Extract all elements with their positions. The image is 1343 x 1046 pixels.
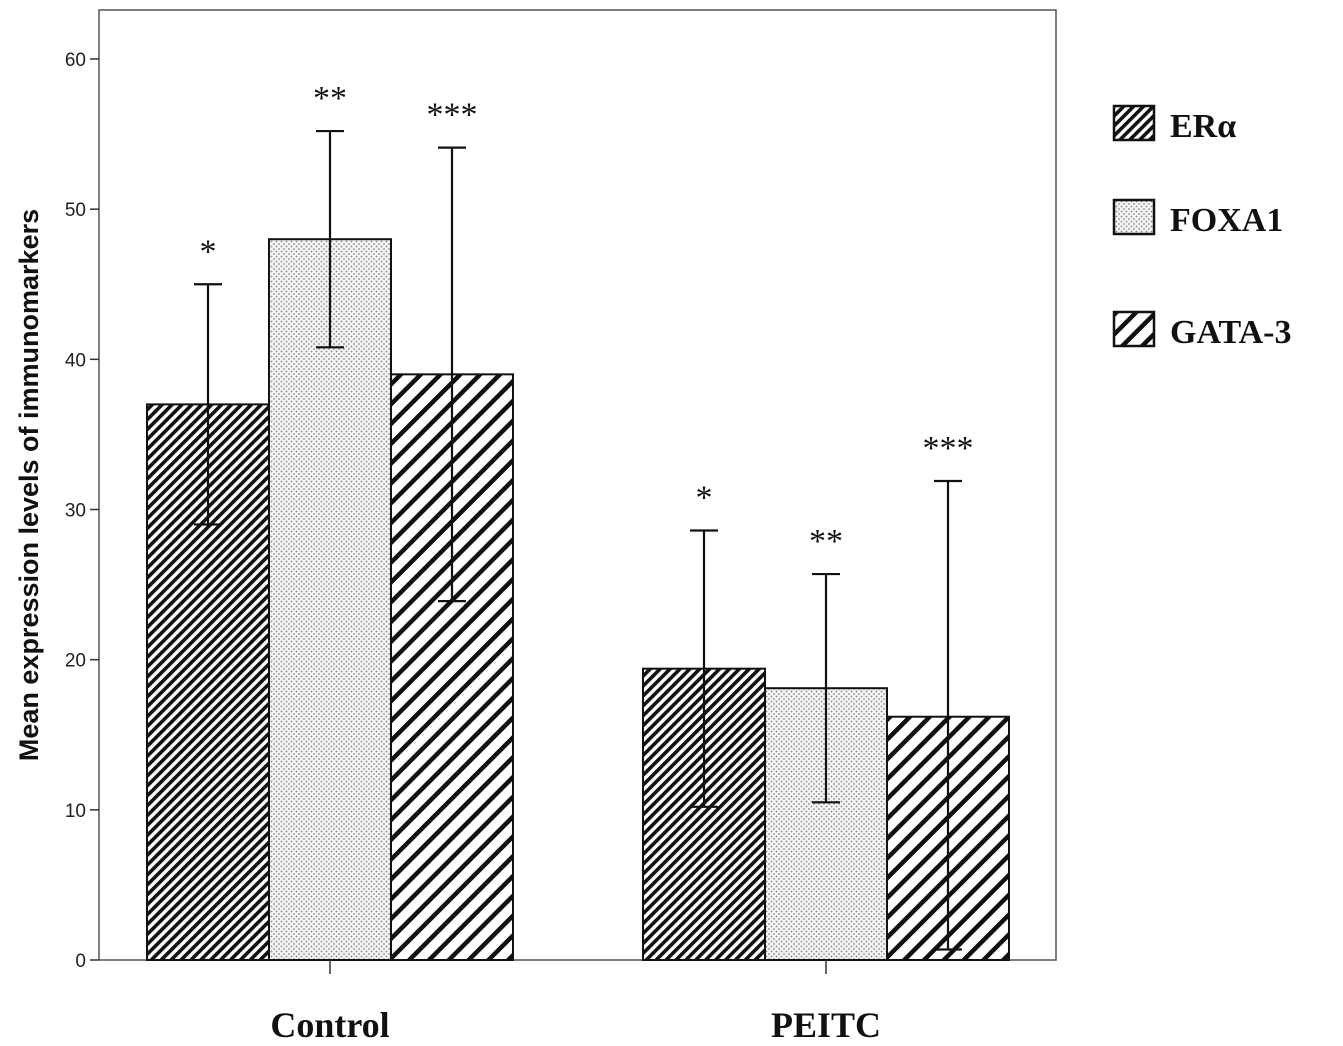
significance-annotation: *** [923, 430, 974, 467]
error-bars [194, 129, 962, 951]
y-tick-label: 30 [65, 501, 86, 522]
y-tick-label: 0 [75, 951, 86, 972]
significance-annotation: *** [427, 97, 478, 134]
error-bar [690, 529, 718, 808]
significance-annotation: * [200, 233, 217, 270]
legend-item-gata-3: GATA-3 [1112, 310, 1292, 351]
y-tick-label: 60 [65, 50, 86, 71]
error-bar [812, 572, 840, 804]
significance-annotation: ** [313, 80, 347, 117]
x-category-label: Control [270, 1005, 389, 1045]
significance-annotations: *** ********* [200, 80, 974, 560]
significance-annotation: ** [809, 523, 843, 560]
legend-swatch [1112, 104, 1156, 142]
legend-label: GATA-3 [1170, 314, 1292, 351]
legend-item-er-: ERα [1112, 104, 1236, 145]
x-axis: Control PEITC [270, 960, 881, 1045]
legend-label: FOXA1 [1170, 202, 1283, 239]
y-axis: 0 10 20 30 40 50 60 [65, 50, 99, 972]
y-tick-label: 40 [65, 350, 86, 371]
legend-swatch [1112, 198, 1156, 236]
error-bar [316, 129, 344, 349]
bar-foxa1-control [268, 238, 392, 961]
legend-swatch [1112, 310, 1156, 348]
significance-annotation: * [696, 480, 713, 517]
legend: ERα FOXA1 GATA-3 [1112, 104, 1292, 351]
y-tick-label: 10 [65, 801, 86, 822]
y-axis-label: Mean expression levels of immunomarkers [14, 209, 44, 761]
y-tick-label: 50 [65, 200, 86, 221]
error-bar [934, 479, 962, 951]
error-bar [194, 283, 222, 526]
x-category-label: PEITC [771, 1005, 881, 1045]
legend-item-foxa1: FOXA1 [1112, 198, 1283, 239]
y-tick-label: 20 [65, 651, 86, 672]
legend-label: ERα [1170, 108, 1236, 145]
error-bar [438, 146, 466, 603]
